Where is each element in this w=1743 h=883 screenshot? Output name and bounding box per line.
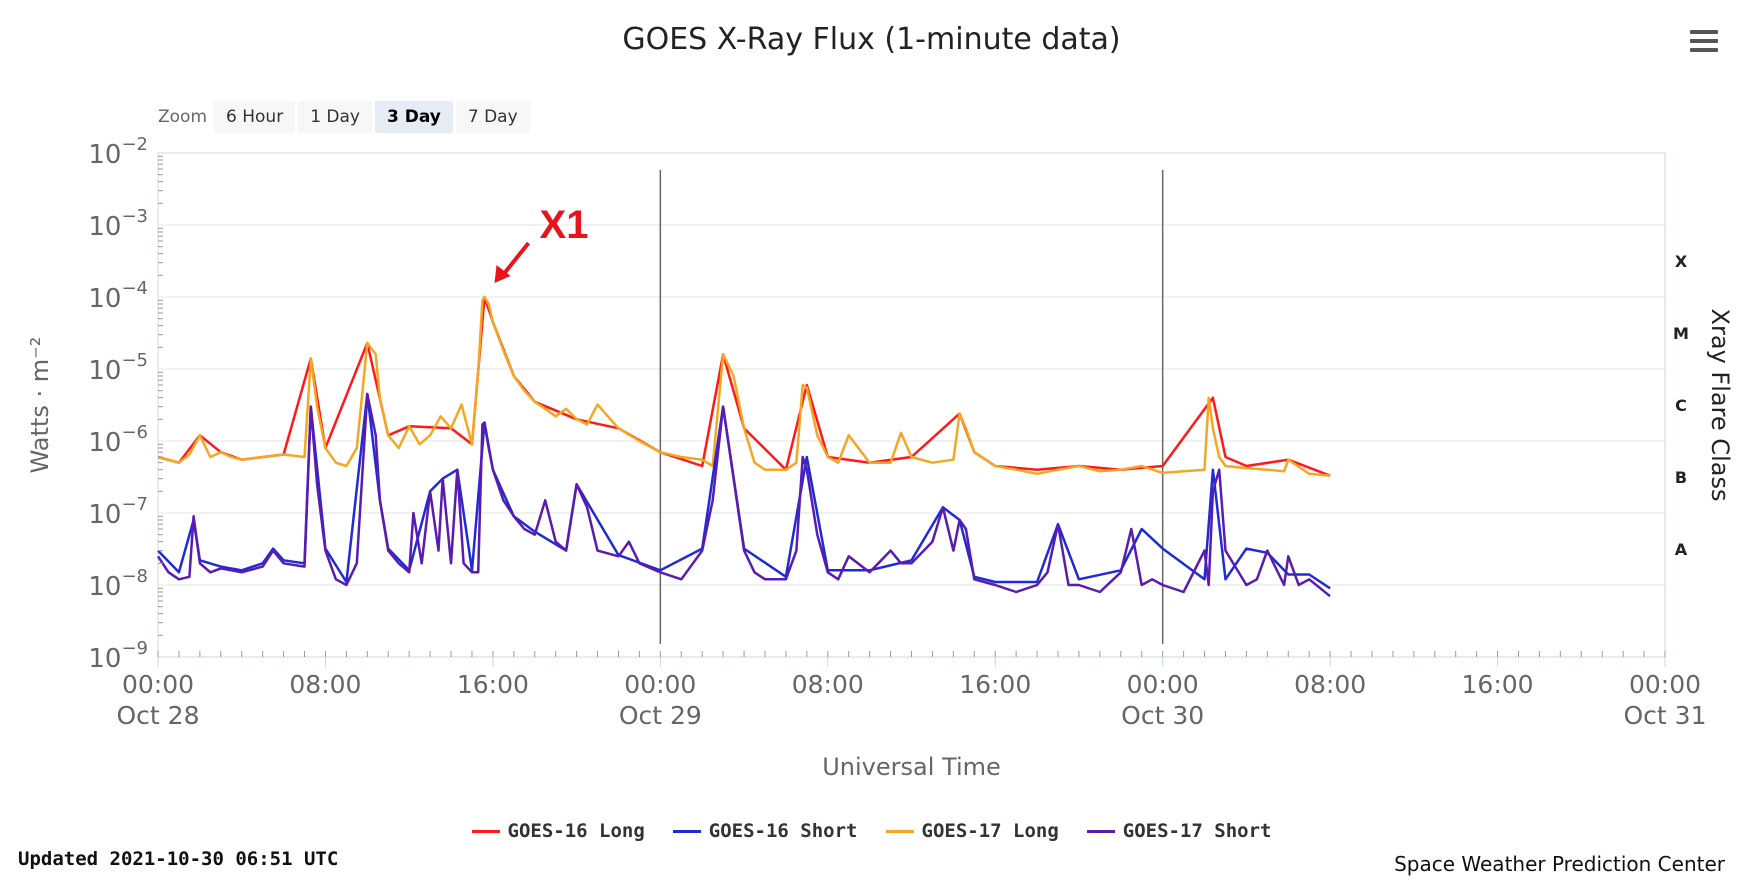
credit-text: Space Weather Prediction Center <box>1394 852 1725 876</box>
menu-icon[interactable] <box>1690 30 1718 54</box>
chart-title: GOES X-Ray Flux (1-minute data) <box>622 22 1121 57</box>
legend-label: GOES-16 Long <box>507 820 645 842</box>
annotation-arrow <box>502 241 531 275</box>
y-tick-label: 10−5 <box>88 350 148 386</box>
series-lines <box>156 295 1331 598</box>
legend-label: GOES-17 Short <box>1122 820 1272 842</box>
y-axis: 10−2 10−3 10−4 10−5 10−6 10−7 10−8 10−9 <box>88 134 163 674</box>
flare-class-label: A <box>1675 540 1688 559</box>
annotation-arrow-head <box>494 265 511 283</box>
legend-item-goes17-short[interactable]: GOES-17 Short <box>1086 820 1272 842</box>
zoom-1-day-button[interactable]: 1 Day <box>298 101 372 133</box>
x-tick-label: 08:00 <box>1294 670 1366 699</box>
x-tick-label: 16:00 <box>1462 670 1534 699</box>
y-tick-label: 10−4 <box>88 278 148 314</box>
x-tick-date-label: Oct 29 <box>619 701 702 730</box>
x-tick-label: 08:00 <box>289 670 361 699</box>
legend-item-goes17-long[interactable]: GOES-17 Long <box>885 820 1059 842</box>
xray-flux-plot: 10−210−310−410−510−610−710−810−9 00:00Oc… <box>26 134 1734 781</box>
x-tick-label: 16:00 <box>457 670 529 699</box>
menu-bar <box>1690 30 1718 34</box>
legend-swatch <box>885 829 914 833</box>
menu-bar <box>1690 48 1718 52</box>
flare-class-label: X <box>1675 252 1688 271</box>
updated-timestamp: Updated 2021-10-30 06:51 UTC <box>18 848 339 870</box>
x-tick-label: 00:00 <box>1629 670 1701 699</box>
x-tick-date-label: Oct 28 <box>117 701 200 730</box>
legend-label: GOES-17 Long <box>921 820 1059 842</box>
legend-label: GOES-16 Short <box>708 820 858 842</box>
x-tick-label: 00:00 <box>1127 670 1199 699</box>
x-tick-label: 08:00 <box>792 670 864 699</box>
legend: GOES-16 Long GOES-16 Short GOES-17 Long … <box>0 820 1743 842</box>
x-tick-label: 16:00 <box>959 670 1031 699</box>
series-line-goes-17-long <box>157 295 1331 477</box>
y-tick-label: 10−9 <box>88 638 148 674</box>
legend-swatch <box>1086 829 1115 833</box>
zoom-3-day-button[interactable]: 3 Day <box>374 101 453 133</box>
flare-class-label: C <box>1675 396 1687 415</box>
flare-class-axis-title: Xray Flare Class <box>1706 309 1734 502</box>
flare-class-axis: X M C B A <box>1673 252 1689 559</box>
grid <box>158 152 1665 658</box>
zoom-selector: Zoom 6 Hour 1 Day 3 Day 7 Day <box>158 100 533 134</box>
series-line-goes-17-short <box>156 392 1331 598</box>
x-tick-label: 00:00 <box>624 670 696 699</box>
x-tick-date-label: Oct 31 <box>1624 701 1707 730</box>
y-tick-label: 10−3 <box>88 206 148 242</box>
x-tick-label: 00:00 <box>122 670 194 699</box>
y-tick-label: 10−8 <box>88 566 148 602</box>
plot-frame <box>157 152 1666 658</box>
zoom-7-day-button[interactable]: 7 Day <box>455 101 530 133</box>
y-tick-label: 10−2 <box>88 134 148 170</box>
flare-class-label: M <box>1673 324 1689 343</box>
x-tick-date-label: Oct 30 <box>1121 701 1204 730</box>
menu-bar <box>1690 39 1718 43</box>
zoom-label: Zoom <box>158 107 208 127</box>
y-tick-label: 10−7 <box>88 494 148 530</box>
zoom-6-hour-button[interactable]: 6 Hour <box>214 101 296 133</box>
flare-class-label: B <box>1675 468 1687 487</box>
legend-swatch <box>672 829 701 833</box>
annotation-label: X1 <box>540 203 589 247</box>
day-boundaries <box>659 170 1164 644</box>
y-tick-label: 10−6 <box>88 422 148 458</box>
legend-item-goes16-long[interactable]: GOES-16 Long <box>471 820 645 842</box>
x1-flare-annotation: X1 <box>494 203 589 283</box>
y-axis-title: Watts · m⁻² <box>26 337 54 474</box>
legend-item-goes16-short[interactable]: GOES-16 Short <box>672 820 858 842</box>
series-line-goes-16-long <box>157 295 1331 477</box>
x-axis-title: Universal Time <box>822 753 1001 781</box>
legend-swatch <box>471 829 500 833</box>
